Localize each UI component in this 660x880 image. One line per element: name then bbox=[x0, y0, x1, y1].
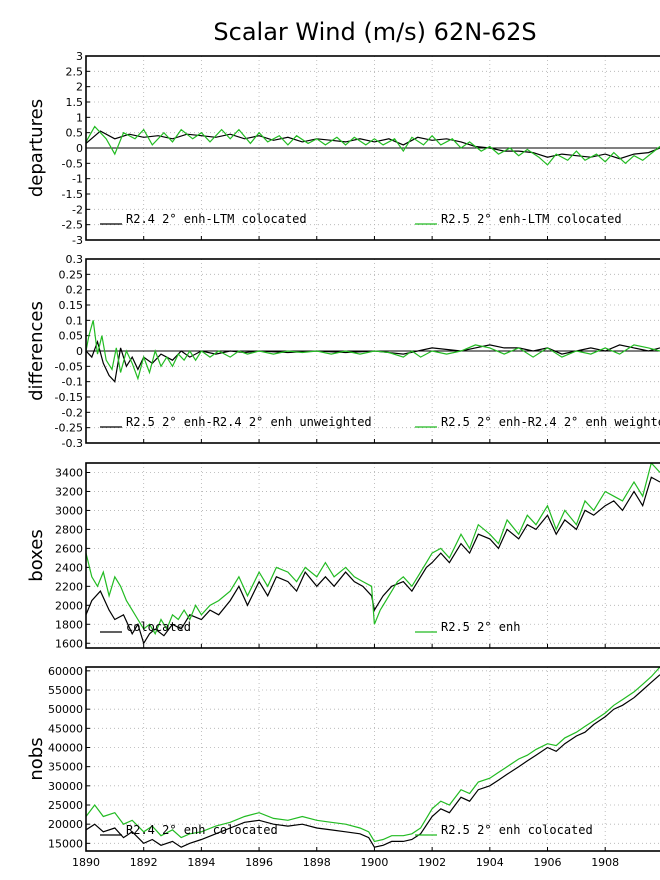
y-tick-label: -0.15 bbox=[55, 391, 83, 404]
series-line-1 bbox=[86, 130, 660, 160]
y-tick-label: 35000 bbox=[48, 761, 83, 774]
figure-title: Scalar Wind (m/s) 62N-62S bbox=[213, 18, 536, 46]
y-tick-label: 3200 bbox=[55, 485, 83, 498]
y-tick-label: -2 bbox=[72, 203, 83, 216]
panel-frame bbox=[85, 666, 660, 852]
y-tick-label: -0.2 bbox=[62, 406, 83, 419]
legend-label: colocated bbox=[126, 620, 191, 634]
y-tick-label: 0.1 bbox=[66, 314, 84, 327]
y-tick-label: -0.25 bbox=[55, 422, 83, 435]
y-tick-label: 3400 bbox=[55, 466, 83, 479]
legend-label: R2.5 2° enh-R2.4 2° enh unweighted bbox=[126, 415, 372, 429]
series-line-2 bbox=[86, 320, 660, 381]
y-tick-label: 30000 bbox=[48, 780, 83, 793]
panel-boxes: 1600 1800 2000 2200 2400 2600 2800 3000 3200 3400… bbox=[26, 462, 660, 650]
series-line-1 bbox=[86, 674, 660, 848]
legend-label: R2.5 2° enh-R2.4 2° enh weighted bbox=[441, 415, 660, 429]
y-axis-label: departures bbox=[26, 99, 47, 197]
y-tick-label: 0 bbox=[76, 345, 83, 358]
y-tick-label: 1600 bbox=[55, 637, 83, 650]
legend-label: R2.5 2° enh-LTM colocated bbox=[441, 212, 622, 226]
x-tick-label: 1908 bbox=[591, 856, 619, 869]
y-tick-label: 3 bbox=[76, 50, 83, 63]
y-tick-label: 0.15 bbox=[59, 299, 84, 312]
y-tick-label: 2400 bbox=[55, 561, 83, 574]
y-tick-label: -2.5 bbox=[62, 219, 83, 232]
series-line-2 bbox=[86, 463, 660, 636]
series-line-2 bbox=[86, 125, 660, 166]
y-tick-label: -0.05 bbox=[55, 360, 83, 373]
series-line-1 bbox=[86, 339, 660, 384]
y-tick-label: 50000 bbox=[48, 703, 83, 716]
y-tick-label: 60000 bbox=[48, 665, 83, 678]
x-tick-label: 1900 bbox=[360, 856, 388, 869]
x-tick-label: 1890 bbox=[72, 856, 100, 869]
legend-label: R2.5 2° enh bbox=[441, 620, 520, 634]
y-tick-label: -0.1 bbox=[62, 376, 83, 389]
y-axis-label: differences bbox=[26, 301, 47, 401]
y-tick-label: 0.3 bbox=[66, 253, 84, 266]
y-tick-label: 2600 bbox=[55, 542, 83, 555]
y-tick-label: -0.5 bbox=[62, 157, 83, 170]
series-line-1 bbox=[86, 476, 660, 645]
panels: -3 -2.5 -2 -1.5 -1 -0.5 0 0.5 1 1.5 2 2.5 3 departure… bbox=[26, 50, 660, 869]
panel-departures: -3 -2.5 -2 -1.5 -1 -0.5 0 0.5 1 1.5 2 2.5 3 departure… bbox=[26, 50, 660, 247]
y-tick-label: 2 bbox=[76, 81, 83, 94]
y-tick-label: 2000 bbox=[55, 599, 83, 612]
y-tick-label: 25000 bbox=[48, 799, 83, 812]
y-tick-label: 2800 bbox=[55, 523, 83, 536]
x-tick-label: 1902 bbox=[418, 856, 446, 869]
legend-label: R2.4 2° enh-LTM colocated bbox=[126, 212, 307, 226]
y-axis-label: boxes bbox=[26, 529, 47, 581]
legend-label: R2.4 2° enh colocated bbox=[126, 823, 278, 837]
y-tick-label: 1.5 bbox=[66, 96, 84, 109]
y-tick-label: 20000 bbox=[48, 818, 83, 831]
y-tick-label: 1800 bbox=[55, 618, 83, 631]
panel-differences: -0.3 -0.25 -0.2 -0.15 -0.1 -0.05 0 0.05 0.1 0.15 0… bbox=[26, 253, 660, 450]
y-tick-label: 0 bbox=[76, 142, 83, 155]
y-axis-label: nobs bbox=[26, 737, 47, 780]
x-tick-label: 1894 bbox=[187, 856, 215, 869]
panel-frame bbox=[85, 55, 660, 241]
x-tick-label: 1904 bbox=[476, 856, 504, 869]
panel-frame bbox=[85, 258, 660, 444]
y-tick-label: 55000 bbox=[48, 684, 83, 697]
y-tick-label: 0.5 bbox=[66, 127, 84, 140]
legend-label: R2.5 2° enh colocated bbox=[441, 823, 593, 837]
y-tick-label: 2200 bbox=[55, 580, 83, 593]
panel-frame bbox=[85, 462, 660, 649]
panel-nobs: 15000 20000 25000 30000 35000 40000 45000 50000… bbox=[26, 665, 660, 852]
y-tick-label: 0.05 bbox=[59, 330, 84, 343]
y-tick-label: -1 bbox=[72, 173, 83, 186]
y-tick-label: 3000 bbox=[55, 504, 83, 517]
y-tick-label: 0.25 bbox=[59, 268, 84, 281]
y-tick-label: -0.3 bbox=[62, 437, 83, 450]
y-tick-label: -3 bbox=[72, 234, 83, 247]
y-tick-label: 40000 bbox=[48, 742, 83, 755]
y-tick-label: -1.5 bbox=[62, 188, 83, 201]
y-tick-label: 0.2 bbox=[66, 284, 84, 297]
x-tick-label: 1906 bbox=[534, 856, 562, 869]
y-tick-label: 45000 bbox=[48, 722, 83, 735]
y-tick-label: 2.5 bbox=[66, 65, 84, 78]
x-tick-label: 1892 bbox=[130, 856, 158, 869]
y-tick-label: 15000 bbox=[48, 837, 83, 850]
y-tick-label: 1 bbox=[76, 111, 83, 124]
series-line-2 bbox=[86, 667, 660, 843]
x-tick-label: 1898 bbox=[303, 856, 331, 869]
x-tick-label: 1896 bbox=[245, 856, 273, 869]
